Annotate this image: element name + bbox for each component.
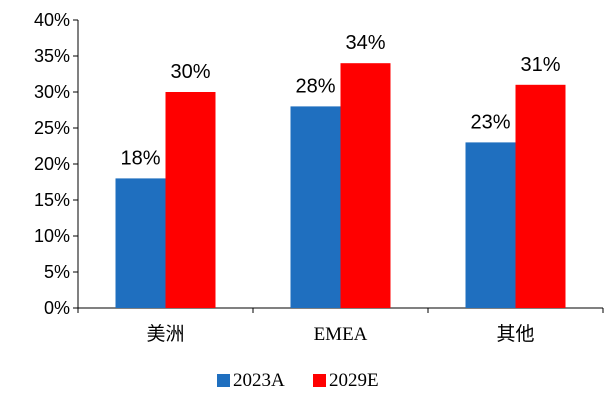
bar-2023A-0 [115, 178, 166, 308]
y-tick-label: 40% [34, 10, 70, 30]
data-labels: 18% 30% 28% 34% 23% 31% [120, 32, 560, 169]
y-tick-label: 20% [34, 154, 70, 174]
y-tick-label: 15% [34, 190, 70, 210]
data-label: 18% [120, 147, 160, 169]
bar-2029E-1 [340, 63, 391, 309]
data-label: 23% [470, 111, 510, 133]
bars [115, 63, 566, 309]
data-label: 30% [170, 61, 210, 83]
legend-label: 2029E [329, 370, 379, 391]
y-axis: 0% 5% 10% 15% 20% 25% 30% 35% 40% [34, 10, 79, 318]
data-label: 34% [345, 32, 385, 54]
legend-swatch-2029E [313, 374, 326, 387]
y-tick-label: 5% [44, 262, 70, 282]
y-tick-label: 30% [34, 82, 70, 102]
y-tick-label: 10% [34, 226, 70, 246]
legend-label: 2023A [233, 370, 285, 391]
legend: 2023A 2029E [217, 370, 379, 391]
x-tick-label: 美洲 [146, 323, 184, 345]
x-tick-label: 其他 [496, 323, 534, 345]
x-tick-label: EMEA [314, 324, 368, 345]
bar-2023A-2 [465, 142, 516, 308]
legend-swatch-2023A [217, 374, 230, 387]
bar-2029E-0 [165, 92, 216, 308]
data-label: 28% [295, 75, 335, 97]
y-tick-label: 25% [34, 118, 70, 138]
bar-2029E-2 [515, 84, 566, 308]
y-tick-label: 35% [34, 46, 70, 66]
bar-2023A-1 [290, 106, 341, 309]
x-axis: 美洲 EMEA 其他 [77, 307, 604, 345]
data-label: 31% [520, 54, 560, 76]
y-tick-label: 0% [44, 298, 70, 318]
